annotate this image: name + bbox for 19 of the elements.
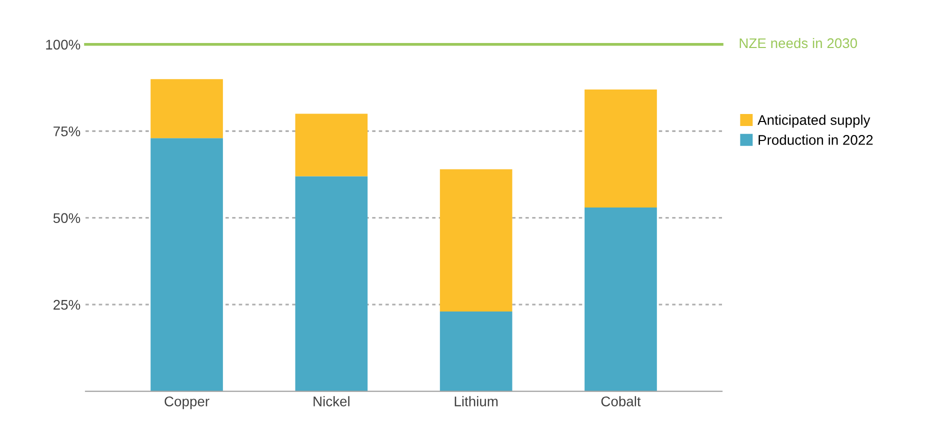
- bar: [584, 90, 657, 208]
- legend-label: Anticipated supply: [758, 114, 870, 128]
- bar: [440, 311, 512, 392]
- bar: [295, 176, 368, 392]
- x-tick-label: Nickel: [314, 396, 350, 406]
- ref-line-label: NZE needs in 2030: [740, 38, 858, 48]
- y-tick-label: 25%: [54, 300, 80, 310]
- y-tick-label: 75%: [54, 126, 80, 136]
- bar: [150, 79, 223, 138]
- x-tick-label: Cobalt: [601, 396, 641, 406]
- bar: [440, 169, 512, 312]
- legend-label: Production in 2022: [758, 134, 873, 145]
- y-tick-label: 100%: [46, 40, 80, 50]
- bar: [295, 114, 368, 176]
- x-tick-label: Lithium: [454, 396, 498, 406]
- bar: [584, 207, 657, 392]
- x-tick-label: Copper: [164, 396, 210, 410]
- y-tick-label: 50%: [53, 213, 80, 224]
- bar: [150, 138, 223, 392]
